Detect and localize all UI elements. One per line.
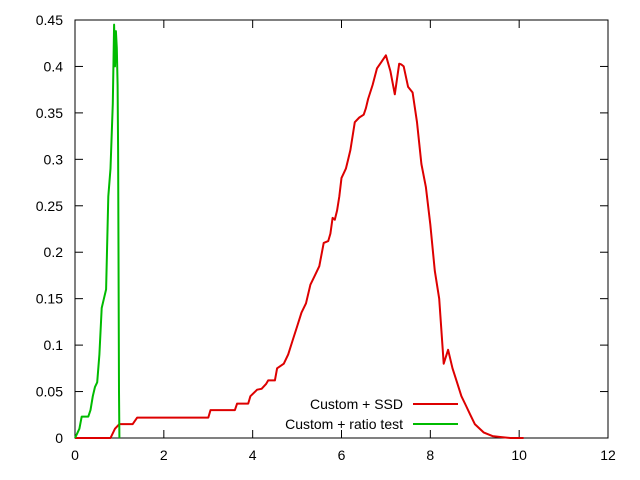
legend-label-ratio: Custom + ratio test [285, 416, 403, 432]
y-tick-label: 0 [55, 430, 63, 446]
y-tick-label: 0.45 [36, 12, 63, 28]
y-tick-label: 0.2 [44, 244, 64, 260]
series-line-ssd [75, 54, 524, 439]
y-tick-label: 0.35 [36, 105, 63, 121]
x-tick-label: 2 [160, 447, 168, 463]
series-group [74, 23, 524, 439]
y-tick-label: 0.1 [44, 337, 64, 353]
y-tick-label: 0.05 [36, 384, 63, 400]
legend-label-ssd: Custom + SSD [310, 396, 403, 412]
y-tick-label: 0.4 [44, 58, 64, 74]
x-tick-label: 0 [71, 447, 79, 463]
x-tick-label: 4 [249, 447, 257, 463]
x-tick-label: 12 [600, 447, 616, 463]
y-tick-label: 0.15 [36, 291, 63, 307]
plot-frame [74, 19, 609, 439]
x-tick-label: 10 [511, 447, 527, 463]
y-tick-label: 0.3 [44, 151, 64, 167]
y-tick-label: 0.25 [36, 198, 63, 214]
x-tick-label: 6 [338, 447, 346, 463]
series-line-ratio [74, 23, 121, 439]
x-tick-label: 8 [426, 447, 434, 463]
legend: Custom + SSD Custom + ratio test [285, 396, 458, 432]
axis-ticks: 0 2 4 6 8 10 12 0 0.05 0.1 0.15 0.2 0.25 0.3 0.35 0.4 0.… [36, 12, 616, 463]
